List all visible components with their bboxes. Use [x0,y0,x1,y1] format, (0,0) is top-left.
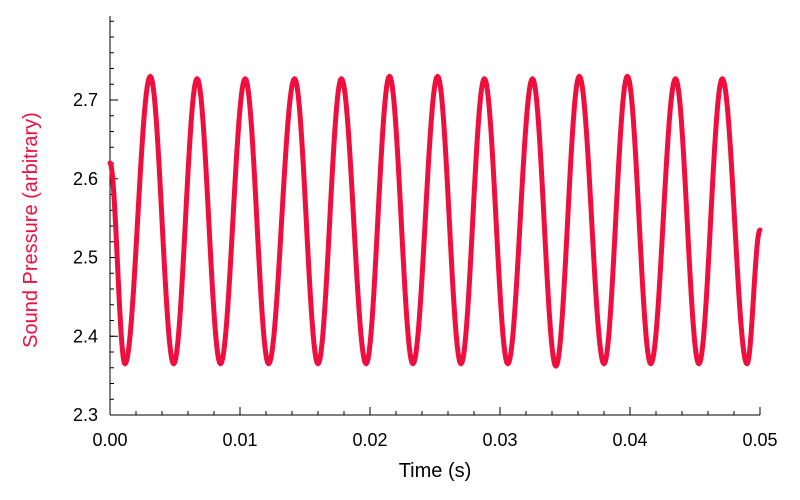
y-tick-label: 2.4 [73,326,98,346]
x-axis-title: Time (s) [399,460,472,482]
x-tick-label: 0.05 [742,430,777,450]
y-tick-label: 2.5 [73,248,98,268]
x-tick-label: 0.03 [482,430,517,450]
x-tick-label: 0.02 [352,430,387,450]
series-layer [107,73,763,369]
x-tick-label: 0.01 [222,430,257,450]
x-tick-labels: 0.00 0.01 0.02 0.03 0.04 0.05 [92,430,777,450]
x-major-ticks [109,407,761,415]
y-tick-label: 2.6 [73,169,98,189]
x-tick-label: 0.00 [92,430,127,450]
plot-area [107,16,763,416]
x-minor-ticks [109,411,761,415]
y-tick-label: 2.3 [73,405,98,425]
y-tick-label: 2.7 [73,90,98,110]
y-axis-title: Sound Pressure (arbitrary) [20,112,42,348]
x-tick-label: 0.04 [612,430,647,450]
y-tick-labels: 2.3 2.4 2.5 2.6 2.7 [73,90,98,425]
sound-pressure-line [107,73,763,369]
